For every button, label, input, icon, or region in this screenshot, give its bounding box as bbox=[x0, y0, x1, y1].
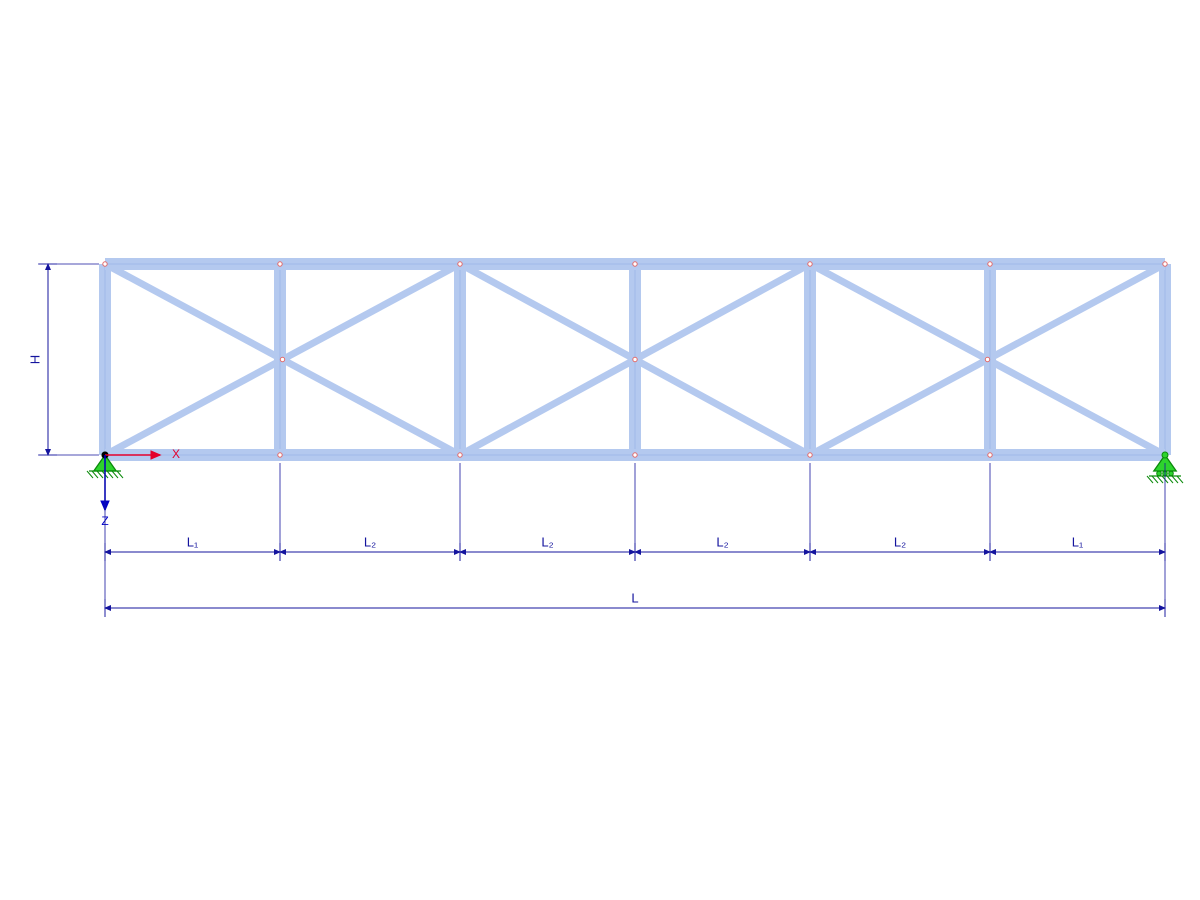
node bbox=[458, 453, 462, 457]
node bbox=[633, 262, 637, 266]
svg-text:X: X bbox=[172, 447, 180, 461]
svg-text:L₂: L₂ bbox=[541, 534, 553, 549]
node bbox=[278, 262, 282, 266]
node bbox=[808, 453, 812, 457]
svg-text:L₂: L₂ bbox=[894, 534, 906, 549]
node bbox=[280, 357, 284, 361]
svg-text:L: L bbox=[631, 590, 638, 605]
svg-text:H: H bbox=[27, 355, 42, 364]
node bbox=[988, 262, 992, 266]
node bbox=[278, 453, 282, 457]
svg-text:L₁: L₁ bbox=[1072, 534, 1084, 549]
svg-text:L₂: L₂ bbox=[364, 534, 376, 549]
svg-text:L₂: L₂ bbox=[716, 534, 728, 549]
truss-diagram: XZL₁L₂L₂L₂L₂L₁LH bbox=[0, 0, 1200, 900]
node bbox=[458, 262, 462, 266]
node bbox=[633, 357, 637, 361]
node bbox=[633, 453, 637, 457]
svg-text:L₁: L₁ bbox=[187, 534, 199, 549]
node bbox=[985, 357, 989, 361]
node bbox=[1163, 262, 1167, 266]
truss bbox=[103, 262, 1167, 457]
node bbox=[103, 262, 107, 266]
node bbox=[808, 262, 812, 266]
node bbox=[988, 453, 992, 457]
